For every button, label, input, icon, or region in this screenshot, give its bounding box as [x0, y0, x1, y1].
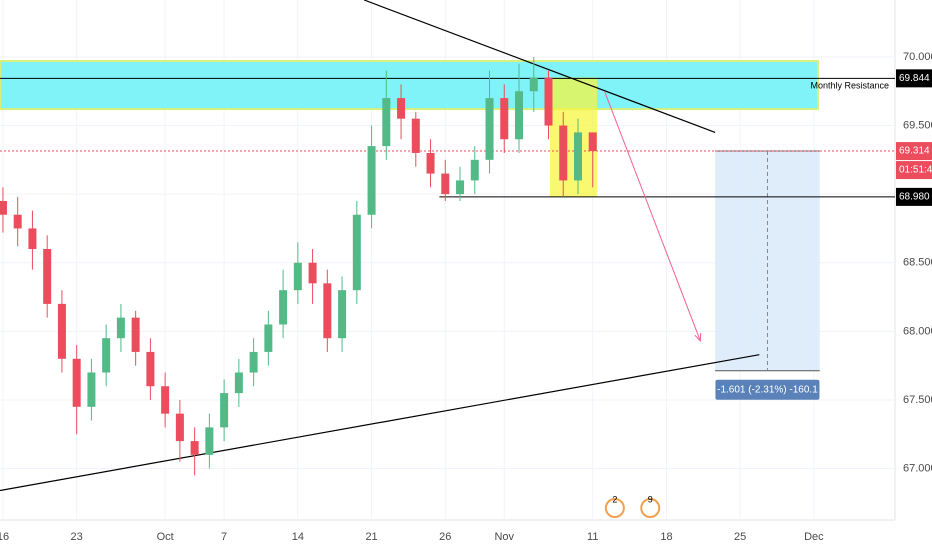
candle-body [382, 98, 391, 147]
trend-line [0, 354, 760, 492]
x-tick-label: 25 [734, 531, 746, 543]
candle-body [220, 393, 229, 428]
countdown-badge: 01:51:42 [899, 165, 932, 176]
candle-body [161, 386, 170, 414]
support-badge: 68.980 [899, 192, 930, 203]
y-tick-label: 67.500 [903, 394, 932, 406]
candle-body [102, 338, 111, 373]
candle-body [397, 98, 406, 119]
candle-body [500, 98, 509, 140]
arrow-head [694, 332, 702, 343]
candle-body [205, 427, 214, 455]
x-tick-label: Nov [494, 531, 514, 543]
x-tick-label: 7 [221, 531, 227, 543]
event-label: 2 [612, 494, 617, 504]
candle-body [485, 98, 494, 160]
x-tick-label: 21 [365, 531, 377, 543]
forecast-arrow [604, 91, 701, 342]
candle-body [441, 173, 450, 195]
support-badge-bg [896, 187, 932, 206]
candle-body [0, 201, 7, 215]
last-price-badge: 69.314 [899, 146, 930, 157]
event-icon [640, 498, 661, 518]
y-tick-label: 68.500 [903, 257, 932, 269]
resistance-badge-bg [896, 69, 932, 88]
position-box [715, 151, 820, 371]
x-tick-label: Dec [804, 531, 824, 543]
x-tick-label: Oct [157, 531, 174, 543]
x-tick-label: 26 [439, 531, 451, 543]
candle-body [352, 214, 361, 291]
candle-body [588, 132, 597, 152]
candle-body [279, 290, 288, 325]
x-tick-label: 16 [0, 531, 9, 543]
candle-body [116, 317, 125, 339]
candle-body [57, 303, 66, 359]
position-label: -1.601 (-2.31%) -160.1 [717, 384, 818, 395]
x-tick-label: 14 [292, 531, 304, 543]
candle-body [470, 159, 479, 181]
y-tick-label: 68.000 [903, 325, 932, 337]
event-label: 9 [648, 494, 653, 504]
y-tick-label: 69.500 [903, 119, 932, 131]
candle-body [13, 214, 22, 229]
candle-body [293, 262, 302, 291]
y-tick-label: 70.000 [903, 51, 932, 63]
candle-body [249, 351, 258, 373]
position-label-bg [715, 379, 820, 400]
last-price-badge-bg [896, 142, 932, 161]
candle-body [234, 372, 243, 394]
event-icon [604, 498, 625, 518]
x-tick-label: 23 [71, 531, 83, 543]
candle-body [264, 324, 273, 352]
candle-body [426, 152, 435, 174]
candle-body [190, 441, 199, 455]
y-tick-label: 67.000 [903, 462, 932, 474]
candle-body [573, 132, 582, 181]
candle-body [323, 283, 332, 339]
candle-body [175, 413, 184, 442]
resistance-zone [0, 60, 819, 111]
candle-body [456, 180, 465, 195]
candle-body [72, 358, 81, 407]
candle-body [131, 317, 140, 352]
trend-line [363, 0, 716, 133]
candle-body [43, 249, 52, 304]
candle-body [338, 290, 347, 339]
candle-body [515, 91, 524, 140]
candle-body [544, 77, 553, 126]
x-tick-label: 18 [660, 531, 672, 543]
resistance-badge: 69.844 [899, 73, 930, 84]
resistance-label: Monthly Resistance [810, 81, 889, 91]
x-tick-label: 11 [587, 531, 598, 543]
candle-body [308, 262, 317, 284]
candle-body [367, 146, 376, 215]
candle-body [87, 372, 96, 407]
candle-body [559, 125, 568, 181]
candle-body [146, 351, 155, 387]
candle-body [28, 228, 37, 250]
countdown-badge-bg [896, 161, 932, 180]
candle-body [411, 118, 420, 153]
candle-body [529, 77, 538, 92]
